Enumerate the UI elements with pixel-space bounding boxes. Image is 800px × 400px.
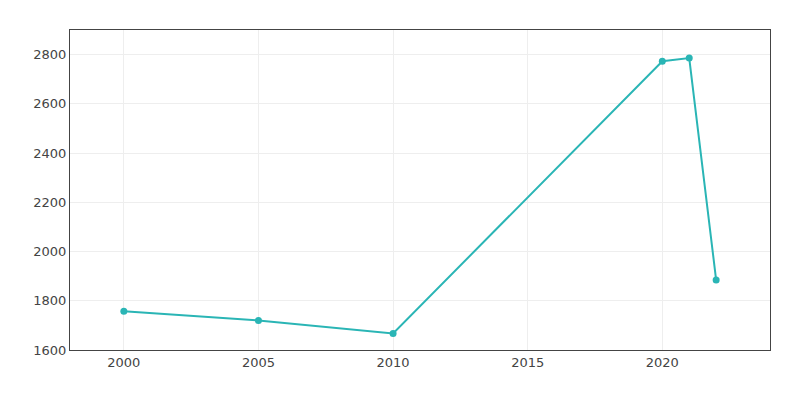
- svg-text:1800: 1800: [33, 293, 66, 308]
- svg-text:2010: 2010: [377, 355, 410, 370]
- svg-text:2800: 2800: [33, 47, 66, 62]
- svg-text:2400: 2400: [33, 146, 66, 161]
- svg-text:2000: 2000: [107, 355, 140, 370]
- svg-text:2200: 2200: [33, 195, 66, 210]
- svg-text:2005: 2005: [242, 355, 275, 370]
- svg-text:2000: 2000: [33, 244, 66, 259]
- svg-text:2020: 2020: [646, 355, 679, 370]
- svg-text:2600: 2600: [33, 96, 66, 111]
- svg-text:1600: 1600: [33, 343, 66, 358]
- svg-text:2015: 2015: [511, 355, 544, 370]
